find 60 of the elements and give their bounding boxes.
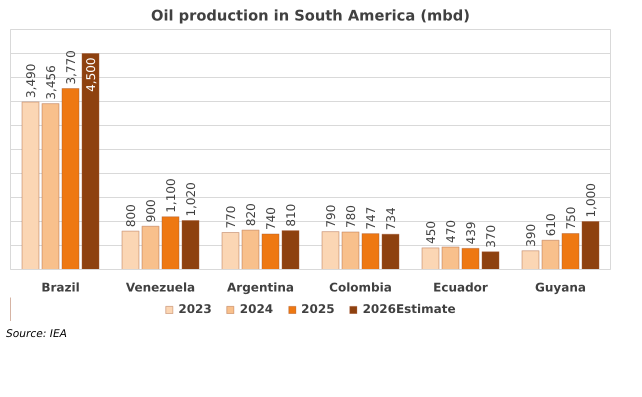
- data-label: 770: [224, 206, 238, 229]
- x-tick-label: Colombia: [329, 280, 392, 294]
- data-label: 3,456: [44, 65, 58, 100]
- data-label: 800: [124, 204, 138, 228]
- chart-title: Oil production in South America (mbd): [151, 8, 470, 24]
- bar: [182, 220, 200, 270]
- bar: [422, 247, 440, 270]
- source-note: Source: IEA: [6, 326, 67, 342]
- data-label: 470: [444, 220, 458, 243]
- data-label: 4,500: [84, 57, 98, 92]
- data-label: 370: [484, 224, 498, 248]
- data-label: 450: [424, 220, 438, 244]
- legend-label: 2024: [240, 302, 274, 316]
- bar: [362, 233, 380, 270]
- data-label: 820: [244, 203, 258, 226]
- x-tick-label: Ecuador: [433, 280, 488, 294]
- bar: [522, 250, 540, 270]
- data-label: 900: [144, 199, 158, 222]
- bar: [242, 230, 260, 270]
- x-tick-label: Brazil: [41, 280, 80, 294]
- bar: [562, 233, 580, 270]
- data-label: 790: [324, 204, 338, 228]
- bar: [222, 232, 240, 270]
- data-label: 439: [464, 222, 478, 244]
- data-label: 610: [544, 213, 558, 236]
- bar: [322, 231, 340, 270]
- data-label: 3,490: [24, 64, 38, 98]
- data-label: 3,770: [64, 50, 78, 85]
- bar: [162, 216, 180, 270]
- bar: [282, 230, 300, 270]
- bar: [382, 234, 400, 270]
- data-label: 810: [284, 204, 298, 227]
- bar: [262, 233, 280, 270]
- data-label: 747: [364, 206, 378, 230]
- data-label: 734: [384, 207, 398, 230]
- bar: [582, 221, 600, 270]
- bar: [22, 101, 40, 270]
- x-tick-label: Guyana: [535, 280, 586, 294]
- bar: [542, 240, 560, 270]
- legend-label: 2026Estimate: [362, 302, 456, 316]
- bar: [482, 251, 500, 270]
- data-label: 1,000: [584, 183, 598, 218]
- data-label: 1,100: [164, 178, 178, 213]
- bar: [462, 248, 480, 270]
- bar: [442, 246, 460, 270]
- x-tick-label: Argentina: [227, 280, 294, 294]
- legend-label: 2023: [178, 302, 212, 316]
- bar: [142, 226, 160, 270]
- data-label: 750: [564, 206, 578, 230]
- bar: [42, 103, 60, 270]
- bar: [82, 53, 100, 270]
- data-label: 740: [264, 207, 278, 230]
- bar: [122, 230, 140, 270]
- data-label: 390: [524, 224, 538, 247]
- data-label: 1,020: [184, 182, 198, 217]
- bar: [342, 232, 360, 270]
- bar: [62, 88, 80, 270]
- x-tick-label: Venezuela: [126, 280, 196, 294]
- legend-label: 2025: [301, 302, 335, 316]
- data-label: 780: [344, 205, 358, 228]
